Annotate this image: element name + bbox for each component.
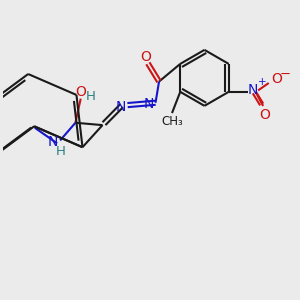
Text: H: H (56, 145, 66, 158)
Text: +: + (258, 77, 267, 87)
Text: O: O (259, 108, 270, 122)
Text: N: N (144, 97, 154, 111)
Text: O: O (271, 72, 282, 86)
Text: N: N (116, 100, 126, 114)
Text: H: H (86, 90, 96, 103)
Text: N: N (248, 83, 258, 98)
Text: N: N (48, 135, 58, 149)
Text: −: − (280, 68, 291, 81)
Text: O: O (140, 50, 151, 64)
Text: CH₃: CH₃ (162, 115, 184, 128)
Text: O: O (75, 85, 86, 99)
